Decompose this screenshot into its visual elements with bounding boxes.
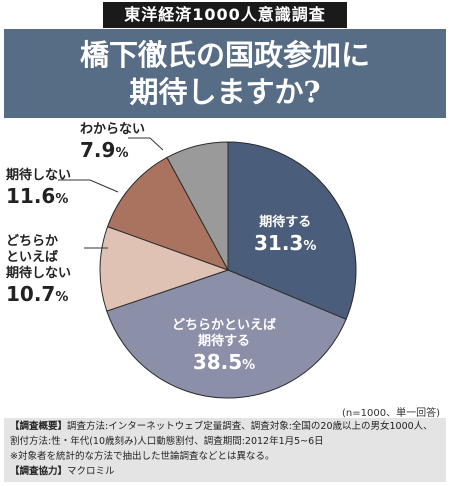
- pie-slice-0: [227, 141, 357, 321]
- pie-slice-4: [166, 141, 229, 271]
- leader-line-kitai-shinai: [58, 179, 119, 193]
- leader-line-wakaranai: [128, 137, 164, 151]
- sample-note: (n=1000、単一回答): [342, 408, 440, 419]
- footer-overview: 【調査概要】調査方法:インターネットウェブ定量調査、調査対象:全国の20歳以上の…: [10, 421, 433, 447]
- label-dochira-kitai-suru: どちらかといえば 期待する 38.5%: [172, 318, 277, 374]
- survey-footer: 【調査概要】調査方法:インターネットウェブ定量調査、調査対象:全国の20歳以上の…: [4, 418, 446, 482]
- label-kitai-suru: 期待する 31.3%: [254, 215, 317, 255]
- title-band: [4, 29, 446, 118]
- chart-title-line1: 橋下徹氏の国政参加に: [79, 38, 370, 72]
- chart-title-line2: 期待しますか?: [129, 75, 321, 109]
- label-dochira-kitai-shinai: どちらか といえば 期待しない 10.7%: [6, 234, 72, 306]
- survey-tag: 東洋経済1000人意識調査: [103, 2, 347, 28]
- pie-slices: [99, 141, 357, 399]
- pie-slice-2: [99, 226, 230, 312]
- label-wakaranai: わからない 7.9%: [80, 122, 146, 162]
- footer-coop: 【調査協力】マクロミル: [10, 466, 115, 477]
- leader-lines: [58, 137, 164, 249]
- pie-slice-3: [106, 156, 230, 271]
- pie-slice-1: [106, 269, 347, 399]
- footer-caveat: ※対象者を統計的な方法で抽出した世論調査などとは異なる。: [10, 451, 275, 462]
- label-kitai-shinai: 期待しない 11.6%: [6, 168, 72, 208]
